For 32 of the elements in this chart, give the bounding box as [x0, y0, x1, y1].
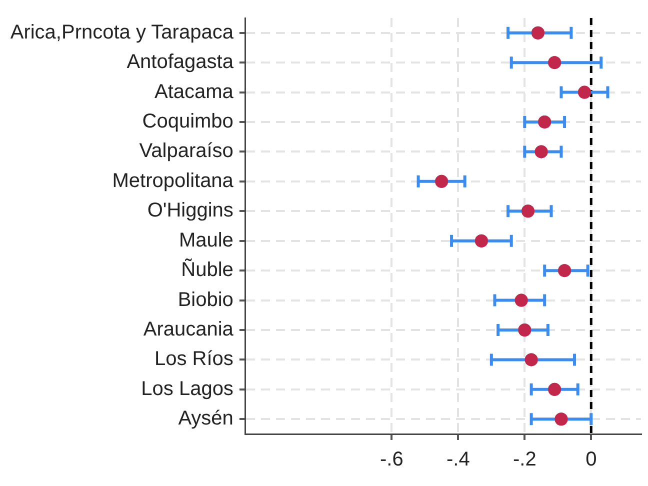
point	[534, 145, 548, 158]
y-tick-label: Aysén	[178, 408, 234, 430]
y-tick-label: Maule	[178, 229, 234, 252]
point	[435, 174, 448, 188]
point	[521, 204, 534, 218]
point	[548, 382, 562, 396]
point	[514, 294, 528, 307]
point	[578, 86, 591, 99]
y-tick-label: O'Higgins	[147, 200, 234, 222]
x-tick-label: -.6	[380, 448, 404, 471]
y-tick-label: Los Ríos	[154, 348, 234, 370]
y-tick-label: Araucania	[143, 318, 234, 341]
point	[538, 116, 552, 128]
x-tick-label: -.4	[446, 448, 470, 471]
point	[531, 26, 544, 40]
point	[554, 412, 568, 426]
point	[474, 234, 488, 248]
y-tick-label: Valparaíso	[139, 140, 234, 162]
point	[548, 56, 562, 70]
y-tick-label: Antofagasta	[126, 51, 234, 74]
x-tick-label: -.2	[512, 448, 536, 471]
y-tick-label: Arica,Prncota y Tarapaca	[10, 21, 234, 44]
y-tick-label: Coquimbo	[142, 110, 234, 133]
point	[558, 264, 572, 278]
y-tick-label: Atacama	[154, 80, 234, 103]
y-tick-label: Metropolitana	[112, 170, 234, 192]
y-tick-label: Los Lagos	[141, 378, 234, 400]
point	[518, 324, 532, 336]
point	[524, 353, 538, 366]
y-tick-label: Biobio	[178, 288, 234, 311]
x-tick-label: 0	[586, 448, 597, 471]
y-tick-label: Ñuble	[181, 258, 234, 282]
